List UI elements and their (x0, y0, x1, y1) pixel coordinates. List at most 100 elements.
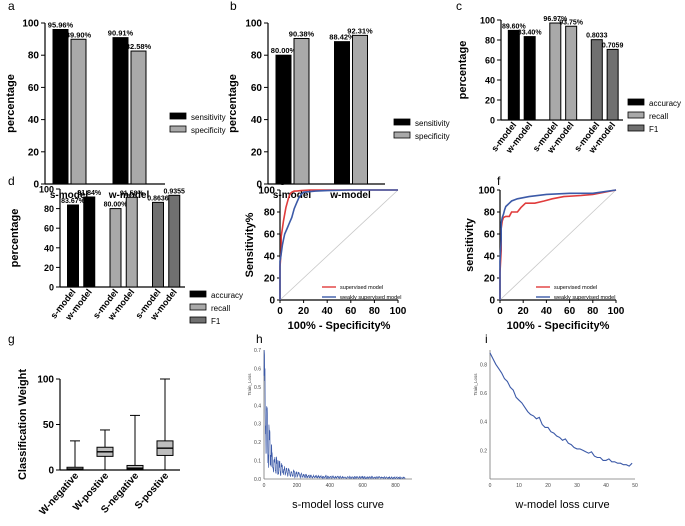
x-tick-label: 80 (587, 306, 599, 317)
y-tick-label: 0.2 (480, 448, 487, 454)
bar-value-label: 0.8636 (147, 195, 169, 202)
roc-curve-0 (279, 189, 398, 300)
bar (168, 194, 181, 288)
panel-label-g: g (8, 332, 15, 346)
y-tick-label: 0 (489, 296, 495, 307)
y-tick-label: 0 (33, 180, 39, 191)
legend-label: sensitivity (415, 119, 450, 128)
legend-swatch (627, 124, 645, 132)
legend-swatch (627, 111, 645, 119)
y-tick-label: 20 (44, 263, 54, 273)
legend-label: recall (211, 304, 230, 313)
x-axis-title: 100% - Specificity% (507, 320, 610, 332)
bar-value-label: 88.42% (329, 33, 355, 42)
y-axis-title: percentage (5, 74, 17, 133)
x-tick-label: w-model (108, 190, 150, 201)
y-tick-label: 100 (39, 185, 54, 195)
legend-swatch (393, 118, 411, 126)
y-tick-label: 100 (22, 19, 39, 30)
y-tick-label: 0 (48, 466, 54, 477)
bar (52, 29, 69, 185)
panel-d: d 0 20 40 60 80 100 percentage 83.67%s-model91.8… (8, 174, 243, 326)
bar (112, 37, 129, 185)
y-tick-label: 0 (269, 296, 275, 307)
y-tick-label: 20 (251, 147, 263, 158)
y-axis-title: Train_Loss (473, 373, 478, 396)
y-tick-label: 80 (484, 208, 496, 219)
y-tick-label: 0 (490, 116, 495, 126)
chart-title: w-model loss curve (514, 499, 609, 511)
x-tick-label: 0 (497, 306, 503, 317)
x-tick-label: 20 (545, 483, 551, 489)
y-tick-label: 100 (258, 186, 275, 197)
x-tick-label: 100 (608, 306, 625, 317)
legend-swatch (627, 98, 645, 106)
legend-label: accuracy (649, 99, 681, 108)
bar (67, 204, 79, 288)
y-tick-label: 0 (49, 283, 54, 293)
bar (70, 38, 87, 185)
loss-curve (263, 349, 406, 480)
x-tick-label: 600 (358, 483, 367, 489)
bar-value-label: 89.90% (66, 30, 92, 39)
bar-value-label: 80.00% (104, 202, 129, 209)
panel-label-b: b (230, 0, 237, 13)
y-tick-label: 80 (44, 204, 54, 214)
legend-label: weakly supervised model (553, 295, 615, 301)
y-tick-label: 20 (28, 147, 40, 158)
bar (275, 54, 292, 185)
x-tick-label: s-model (50, 190, 89, 201)
bar (352, 34, 368, 185)
bar-value-label: 82.58% (126, 42, 152, 51)
y-tick-label: 40 (485, 76, 495, 86)
y-tick-label: 100 (478, 186, 495, 197)
y-tick-label: 0.1 (254, 459, 261, 465)
y-tick-label: 20 (484, 274, 496, 285)
y-tick-label: 60 (264, 230, 276, 241)
bar-value-label: 83.40% (518, 30, 543, 37)
bar-value-label: 0.8033 (586, 33, 608, 40)
x-axis-title: 100% - Specificity% (288, 320, 391, 332)
bar (523, 36, 536, 121)
y-tick-label: 0.6 (480, 391, 487, 397)
y-tick-label: 0.2 (254, 440, 261, 446)
bar-value-label: 90.91% (108, 29, 134, 38)
legend-label: F1 (211, 317, 221, 326)
x-tick-label: 0 (263, 483, 266, 489)
bar (507, 29, 520, 121)
panel-a: a 0 20 40 60 80 100 percentage 95.96%89.90% s-mod… (5, 0, 226, 201)
bar-value-label: 93.75% (559, 19, 584, 26)
y-tick-label: 0.4 (480, 420, 487, 426)
panel-label-i: i (485, 332, 488, 346)
x-tick-label: 50 (632, 483, 638, 489)
y-tick-label: 0 (256, 180, 262, 191)
legend-label: supervised model (340, 285, 383, 291)
legend-label: sensitivity (191, 113, 226, 122)
legend-swatch (169, 112, 187, 120)
x-tick-label: 30 (574, 483, 580, 489)
bar-value-label: 90.38% (289, 29, 315, 38)
legend-label: recall (649, 112, 668, 121)
panel-c: c020406080100percentage89.60%s-model83.4… (456, 0, 681, 156)
y-tick-label: 0.3 (254, 422, 261, 428)
bar (125, 196, 138, 288)
x-tick-label: 0 (277, 306, 283, 317)
y-axis-title: percentage (457, 41, 469, 100)
y-tick-label: 50 (43, 420, 55, 431)
panel-label-e: e (279, 174, 286, 188)
panel-b: b 0 20 40 60 80 100 percentage 80.00% 90.38% s-mod… (227, 0, 450, 201)
y-tick-label: 0.5 (254, 385, 261, 391)
y-axis-title: Classification Weight (17, 369, 29, 480)
roc-curve-1 (279, 189, 398, 300)
x-tick-label: 60 (564, 306, 576, 317)
x-tick-label: 40 (603, 483, 609, 489)
x-tick-label: 0 (489, 483, 492, 489)
x-tick-label: 200 (293, 483, 302, 489)
y-tick-label: 0.4 (254, 403, 261, 409)
x-tick-label: 800 (391, 483, 400, 489)
y-tick-label: 60 (28, 83, 40, 94)
x-tick-label: 20 (298, 306, 310, 317)
panel-label-h: h (256, 332, 263, 346)
